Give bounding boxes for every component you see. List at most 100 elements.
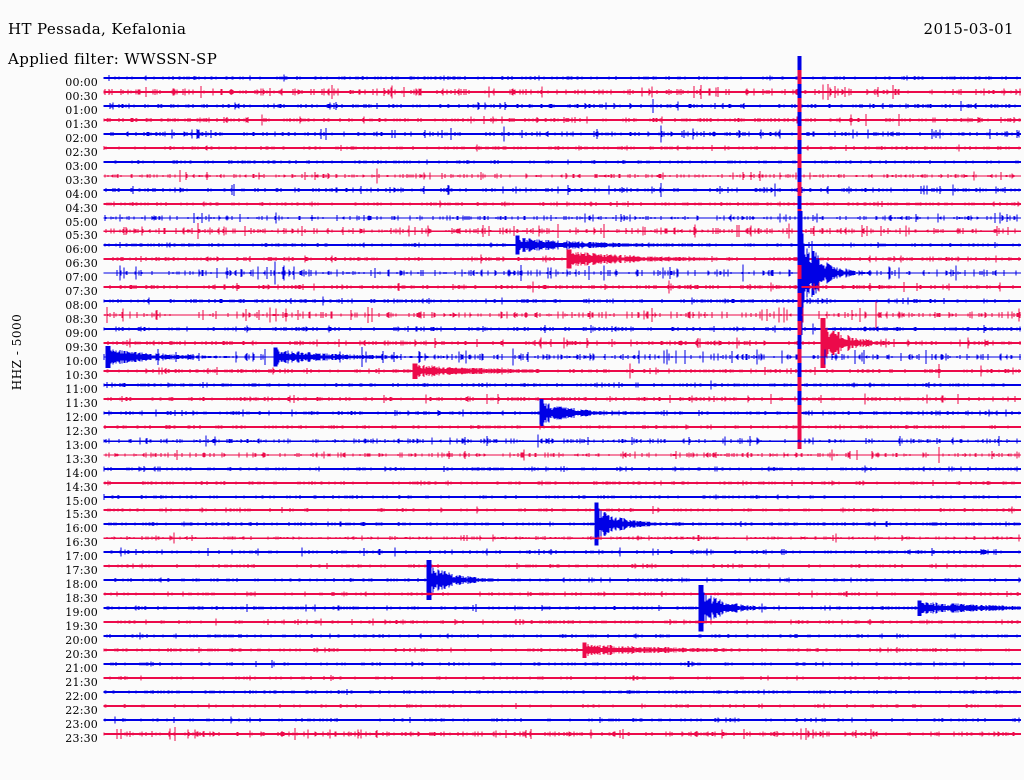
trace-time-label: 18:00 (65, 578, 98, 592)
trace-row: 04:00 (0, 167, 1024, 212)
helicorder-plot: 00:00 00:30 01:00 01:30 02:00 02:30 03:00 03:30… (0, 56, 1024, 776)
trace-time-label: 03:30 (65, 173, 98, 187)
trace-time-label: 23:30 (65, 731, 98, 745)
trace-row: 21:00 (0, 660, 1024, 678)
trace-time-label: 09:30 (65, 341, 98, 355)
trace-time-label: 12:30 (65, 424, 98, 438)
trace-row: 03:30 (0, 153, 1024, 198)
trace-time-label: 02:00 (65, 131, 98, 145)
trace-row: 09:30 (0, 318, 1024, 368)
trace-row: 08:00 (0, 279, 1024, 324)
trace-time-label: 05:30 (65, 229, 98, 243)
record-date: 2015-03-01 (923, 20, 1014, 38)
trace-row: 14:00 (0, 465, 1024, 483)
trace-time-label: 10:30 (65, 368, 98, 382)
trace-time-label: 18:30 (65, 592, 98, 606)
trace-row: 08:30 (0, 293, 1024, 338)
trace-row: 23:30 (0, 726, 1024, 748)
trace-row: 01:00 (0, 83, 1024, 128)
trace-time-label: 00:00 (65, 76, 98, 89)
trace-time-label: 03:00 (65, 159, 98, 173)
trace-time-label: 02:30 (65, 145, 98, 159)
trace-row: 17:00 (0, 547, 1024, 566)
trace-time-label: 21:30 (65, 675, 98, 689)
trace-time-label: 08:30 (65, 313, 98, 327)
trace-time-label: 00:30 (65, 89, 98, 103)
trace-time-label: 16:00 (65, 522, 98, 536)
trace-row: 20:30 (0, 642, 1024, 664)
trace-time-label: 22:30 (65, 703, 98, 717)
trace-time-label: 11:00 (65, 382, 98, 396)
trace-row: 23:00 (0, 716, 1024, 734)
trace-row: 18:00 (0, 560, 1024, 601)
page-title: HT Pessada, Kefalonia (8, 20, 187, 38)
trace-time-label: 06:30 (65, 257, 98, 271)
trace-row: 03:00 (0, 139, 1024, 184)
trace-row: 06:00 (0, 223, 1024, 268)
trace-row: 17:30 (0, 563, 1024, 580)
trace-time-label: 20:30 (65, 647, 98, 661)
trace-row: 15:30 (0, 506, 1024, 524)
trace-row: 13:30 (0, 446, 1024, 469)
trace-time-label: 09:00 (65, 327, 98, 341)
trace-time-label: 08:00 (65, 299, 98, 313)
trace-row: 06:30 (0, 237, 1024, 282)
trace-row: 09:00 (0, 307, 1024, 352)
trace-row: 04:30 (0, 181, 1024, 226)
trace-row: 07:00 (0, 211, 1024, 336)
trace-row: 07:30 (0, 265, 1024, 310)
trace-time-label: 07:30 (65, 285, 98, 299)
trace-row: 12:30 (0, 404, 1024, 449)
trace-row: 14:30 (0, 479, 1024, 497)
trace-row: 01:30 (0, 97, 1024, 142)
trace-row: 21:30 (0, 674, 1024, 692)
trace-time-label: 19:30 (65, 620, 98, 634)
trace-time-label: 17:00 (65, 550, 98, 564)
trace-row: 22:00 (0, 688, 1024, 706)
trace-row: 05:00 (0, 195, 1024, 240)
trace-row: 18:30 (0, 590, 1024, 608)
trace-time-label: 12:00 (65, 410, 98, 424)
trace-row: 22:30 (0, 702, 1024, 720)
trace-row: 10:30 (0, 348, 1024, 393)
trace-row: 02:30 (0, 125, 1024, 170)
trace-time-label: 10:00 (65, 355, 98, 368)
trace-time-label: 13:30 (65, 452, 98, 466)
trace-row: 11:30 (0, 376, 1024, 421)
trace-time-label: 05:00 (65, 215, 98, 229)
trace-row: 00:00 (0, 56, 1024, 100)
trace-time-label: 13:00 (65, 438, 98, 452)
trace-row: 02:00 (0, 111, 1024, 156)
trace-time-label: 17:30 (65, 564, 98, 578)
trace-time-label: 16:30 (65, 536, 98, 550)
trace-time-label: 19:00 (65, 606, 98, 620)
trace-time-label: 04:30 (65, 201, 98, 215)
trace-row: 12:00 (0, 390, 1024, 435)
trace-row: 20:00 (0, 632, 1024, 650)
trace-row: 13:00 (0, 434, 1024, 455)
trace-time-label: 14:30 (65, 480, 98, 494)
trace-time-label: 20:00 (65, 634, 98, 647)
trace-time-label: 07:00 (65, 271, 98, 285)
trace-time-label: 14:00 (65, 466, 98, 480)
trace-time-label: 01:00 (65, 103, 98, 117)
trace-time-label: 15:30 (65, 508, 98, 522)
trace-row: 11:00 (0, 362, 1024, 407)
applied-filter-label: Applied filter: WWSSN-SP (8, 50, 218, 68)
trace-row: 10:00 (0, 335, 1024, 379)
trace-row: 15:00 (0, 493, 1024, 511)
trace-time-label: 04:00 (65, 187, 98, 201)
trace-row: 16:30 (0, 532, 1024, 552)
trace-time-label: 15:00 (65, 494, 98, 508)
trace-row: 16:00 (0, 502, 1024, 547)
trace-row: 00:30 (0, 69, 1024, 114)
trace-time-label: 06:00 (65, 243, 98, 257)
trace-row: 19:00 (0, 584, 1024, 632)
trace-time-label: 21:00 (65, 661, 98, 675)
trace-row: 19:30 (0, 618, 1024, 636)
trace-time-label: 23:00 (65, 717, 98, 731)
trace-time-label: 11:30 (65, 396, 98, 410)
trace-time-label: 01:30 (65, 117, 98, 131)
trace-time-label: 22:00 (65, 689, 98, 703)
